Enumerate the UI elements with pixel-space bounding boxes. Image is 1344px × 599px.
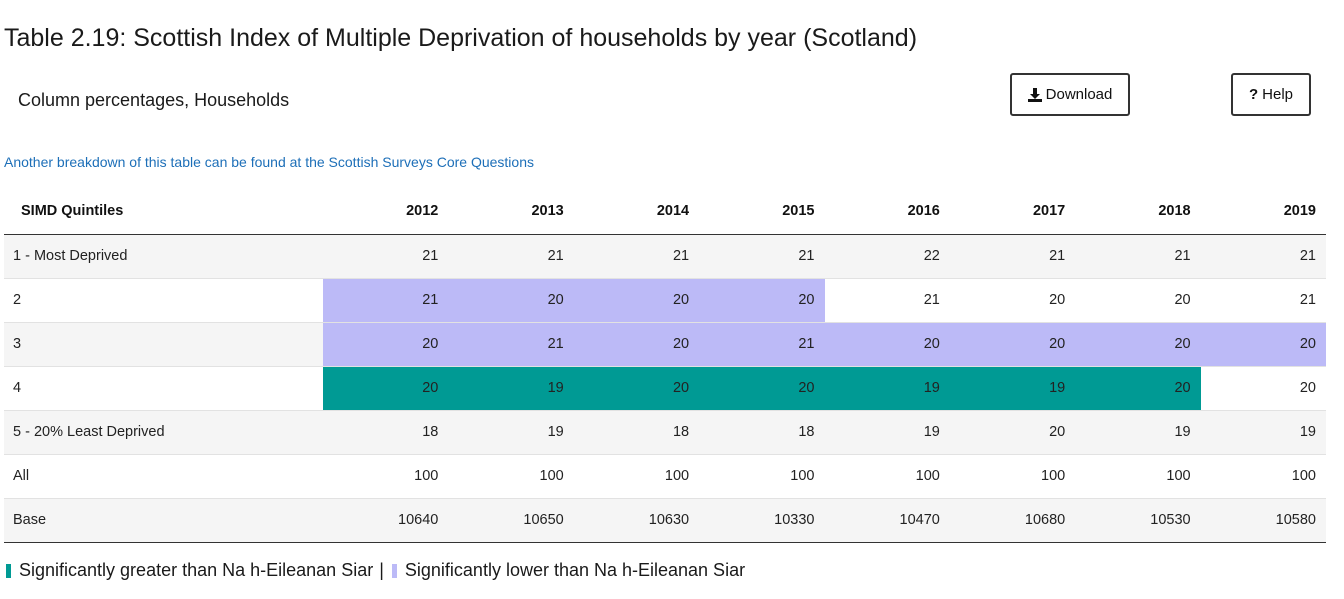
table-cell: 18	[699, 410, 825, 455]
table-cell: 20	[1075, 366, 1201, 411]
table-row: 3 20 21 20 21 20 20 20 20	[4, 322, 1326, 367]
table-cell: 19	[824, 410, 950, 455]
legend-lower-label: Significantly lower than Na h-Eileanan S…	[404, 560, 746, 580]
row-label: 3	[4, 322, 323, 367]
table-cell: 21	[949, 234, 1076, 279]
table-cell: 10640	[323, 498, 449, 543]
table-cell: 100	[448, 454, 574, 499]
lower-swatch	[391, 563, 397, 578]
table-cell: 10530	[1075, 498, 1201, 543]
table-subtitle: Column percentages, Households	[18, 90, 290, 110]
table-cell: 20	[949, 322, 1076, 367]
table-cell: 21	[448, 322, 574, 367]
row-label: 4	[4, 366, 323, 411]
table-cell: 21	[1200, 278, 1326, 323]
column-header: 2017	[949, 188, 1076, 235]
table-cell: 10470	[824, 498, 950, 543]
significance-legend: Significantly greater than Na h-Eileanan…	[6, 560, 745, 581]
table-cell: 21	[1075, 234, 1201, 279]
table-cell: 21	[824, 278, 950, 323]
table-cell: 19	[824, 366, 950, 411]
core-questions-link[interactable]: Another breakdown of this table can be f…	[4, 154, 534, 170]
table-cell: 21	[699, 322, 825, 367]
table-cell: 20	[949, 278, 1076, 323]
table-cell: 21	[573, 234, 700, 279]
table-cell: 19	[1075, 410, 1201, 455]
table-cell: 100	[949, 454, 1076, 499]
table-cell: 20	[699, 278, 825, 323]
column-header: 2012	[323, 188, 449, 235]
column-header: 2015	[699, 188, 825, 235]
column-header: 2016	[824, 188, 950, 235]
table-cell: 21	[699, 234, 825, 279]
table-cell: 18	[323, 410, 449, 455]
table-cell: 100	[1200, 454, 1326, 499]
table-row: 2 21 20 20 20 21 20 20 21	[4, 278, 1326, 323]
row-label: All	[4, 454, 323, 499]
table-row: 1 - Most Deprived 21 21 21 21 22 21 21 21	[4, 234, 1326, 279]
column-header: SIMD Quintiles	[4, 188, 323, 235]
download-button[interactable]: Download	[1010, 73, 1130, 116]
table-cell: 21	[323, 278, 449, 323]
table-cell: 20	[1200, 366, 1326, 411]
table-row: 5 - 20% Least Deprived 18 19 18 18 19 20 19 19	[4, 410, 1326, 455]
table-cell: 10680	[949, 498, 1076, 543]
table-cell: 19	[1200, 410, 1326, 455]
table-cell: 100	[824, 454, 950, 499]
table-body: 1 - Most Deprived 21 21 21 21 22 21 21 21 2 21 20 20…	[4, 234, 1326, 543]
table-cell: 20	[949, 410, 1076, 455]
table-cell: 100	[573, 454, 700, 499]
help-label: Help	[1262, 86, 1294, 103]
table-cell: 19	[448, 366, 574, 411]
table-cell: 20	[448, 278, 574, 323]
table-cell: 21	[448, 234, 574, 279]
table-row: All 100 100 100 100 100 100 100 100	[4, 454, 1326, 499]
table-cell: 20	[1075, 322, 1201, 367]
table-cell: 20	[1075, 278, 1201, 323]
greater-swatch	[6, 563, 11, 578]
table-cell: 100	[699, 454, 825, 499]
column-header: 2019	[1200, 188, 1326, 235]
legend-separator: |	[379, 560, 384, 580]
row-label: 1 - Most Deprived	[4, 234, 323, 279]
table-row: 4 20 19 20 20 19 19 20 20	[4, 366, 1326, 411]
table-cell: 10630	[573, 498, 700, 543]
table-cell: 19	[949, 366, 1076, 411]
row-label: Base	[4, 498, 323, 543]
help-button[interactable]: ? Help	[1231, 73, 1311, 116]
table-row: Base 10640 10650 10630 10330 10470 10680 10530 1…	[4, 498, 1326, 543]
legend-greater-label: Significantly greater than Na h-Eileanan…	[19, 560, 374, 580]
table-cell: 10330	[699, 498, 825, 543]
table-cell: 21	[323, 234, 449, 279]
table-cell: 22	[824, 234, 950, 279]
table-cell: 20	[323, 322, 449, 367]
table-cell: 20	[699, 366, 825, 411]
table-header-row: SIMD Quintiles 2012 2013 2014 2015 2016 …	[4, 188, 1326, 235]
table-cell: 10580	[1200, 498, 1326, 543]
table-cell: 19	[448, 410, 574, 455]
table-cell: 20	[573, 322, 700, 367]
download-label: Download	[1045, 86, 1113, 103]
download-icon	[1027, 87, 1042, 102]
row-label: 5 - 20% Least Deprived	[4, 410, 323, 455]
page-title: Table 2.19: Scottish Index of Multiple D…	[4, 24, 918, 52]
table-cell: 21	[1200, 234, 1326, 279]
table-cell: 10650	[448, 498, 574, 543]
simd-table: SIMD Quintiles 2012 2013 2014 2015 2016 …	[4, 188, 1326, 543]
column-header: 2018	[1075, 188, 1201, 235]
table-cell: 100	[323, 454, 449, 499]
table-cell: 20	[573, 366, 700, 411]
column-header: 2013	[448, 188, 574, 235]
table-cell: 18	[573, 410, 700, 455]
table-cell: 100	[1075, 454, 1201, 499]
row-label: 2	[4, 278, 323, 323]
column-header: 2014	[573, 188, 700, 235]
table-cell: 20	[824, 322, 950, 367]
table-cell: 20	[323, 366, 449, 411]
table-cell: 20	[1200, 322, 1326, 367]
table-cell: 20	[573, 278, 700, 323]
question-icon: ?	[1248, 86, 1259, 103]
